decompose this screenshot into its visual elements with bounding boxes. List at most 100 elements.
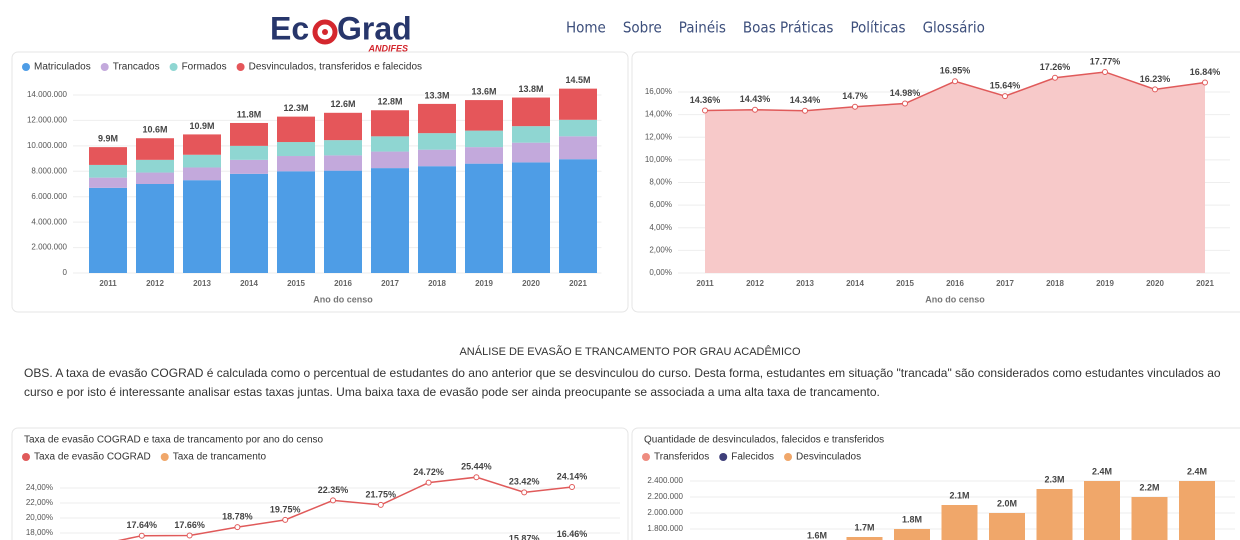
legend-swatch bbox=[22, 453, 30, 461]
y-tick-label: 12.000.000 bbox=[27, 116, 68, 125]
nav-link[interactable]: Boas Práticas bbox=[743, 19, 834, 37]
value-label: 19.75% bbox=[270, 504, 301, 514]
note: OBS. A taxa de evasão COGRAD é calculada… bbox=[24, 366, 1221, 399]
area bbox=[705, 71, 1205, 274]
section-title: ANÁLISE DE EVASÃO E TRANCAMENTO POR GRAU… bbox=[459, 345, 801, 358]
value-label: 1.5M bbox=[759, 538, 779, 540]
total-label: 14.5M bbox=[565, 75, 590, 85]
x-tick-label: 2021 bbox=[569, 279, 587, 288]
legend-label: Desvinculados, transferidos e falecidos bbox=[249, 62, 422, 73]
bar-segment bbox=[465, 163, 503, 273]
bar bbox=[1036, 489, 1073, 540]
x-tick-label: 2014 bbox=[846, 279, 864, 288]
total-label: 10.9M bbox=[189, 121, 214, 131]
legend-label: Desvinculados bbox=[796, 452, 861, 463]
nav-link[interactable]: Sobre bbox=[623, 19, 662, 37]
value-label: 14.36% bbox=[690, 95, 721, 105]
bar-segment bbox=[418, 133, 456, 150]
bar-segment bbox=[277, 156, 315, 172]
x-axis-title: Ano do censo bbox=[313, 294, 373, 304]
point bbox=[186, 532, 193, 539]
nav-link[interactable]: Políticas bbox=[850, 19, 905, 37]
bar bbox=[1179, 481, 1215, 540]
bar bbox=[1131, 497, 1168, 540]
point bbox=[377, 501, 384, 508]
point bbox=[425, 479, 432, 486]
chart-title: Taxa de evasão COGRAD e taxa de trancame… bbox=[24, 435, 324, 446]
total-label: 9.9M bbox=[98, 134, 118, 144]
total-label: 11.8M bbox=[237, 109, 262, 119]
value-label: 24.14% bbox=[557, 471, 588, 481]
x-tick-label: 2016 bbox=[334, 279, 352, 288]
y-tick-label: 20,00% bbox=[26, 513, 53, 522]
total-label: 13.6M bbox=[471, 86, 496, 96]
x-tick-label: 2015 bbox=[896, 279, 914, 288]
bar-segment bbox=[230, 145, 268, 160]
legend-swatch bbox=[22, 63, 30, 71]
total-label: 12.8M bbox=[377, 97, 402, 107]
bar-segment bbox=[89, 177, 127, 188]
legend-label: Taxa de evasão COGRAD bbox=[34, 452, 151, 463]
value-label: 16.95% bbox=[940, 66, 971, 76]
x-tick-label: 2015 bbox=[287, 279, 305, 288]
legend-label: Matriculados bbox=[34, 62, 91, 73]
y-tick-label: 22,00% bbox=[26, 498, 53, 507]
x-tick-label: 2016 bbox=[946, 279, 964, 288]
logo-sub: ANDIFES bbox=[367, 43, 408, 53]
x-tick-label: 2019 bbox=[1096, 279, 1114, 288]
bar-segment bbox=[559, 88, 597, 120]
bar bbox=[894, 529, 930, 540]
x-tick-label: 2012 bbox=[746, 279, 764, 288]
bar-segment bbox=[465, 147, 503, 164]
value-label: 16.84% bbox=[1190, 67, 1221, 77]
point bbox=[752, 106, 758, 113]
y-tick-label: 4,00% bbox=[649, 223, 672, 232]
bar-segment bbox=[136, 172, 174, 184]
legend-swatch bbox=[642, 453, 650, 461]
bar-segment bbox=[89, 164, 127, 178]
bar-segment bbox=[371, 151, 409, 169]
value-label: 25.44% bbox=[461, 462, 492, 472]
y-tick-label: 1.800.000 bbox=[647, 524, 683, 533]
point bbox=[138, 532, 145, 539]
bar-segment bbox=[418, 166, 456, 273]
y-tick-label: 18,00% bbox=[26, 528, 53, 537]
nav-link[interactable]: Painéis bbox=[679, 19, 726, 37]
value-label: 2.3M bbox=[1044, 474, 1064, 484]
bar-segment bbox=[559, 119, 597, 137]
legend-swatch bbox=[236, 63, 245, 71]
point bbox=[1052, 74, 1058, 81]
point bbox=[1152, 86, 1158, 93]
point bbox=[330, 497, 336, 504]
y-tick-label: 2.000.000 bbox=[31, 243, 67, 252]
value-label: 17.26% bbox=[1040, 62, 1071, 72]
value-label: 24.72% bbox=[413, 467, 444, 477]
value-label: 16.23% bbox=[1140, 74, 1171, 84]
nav-link[interactable]: Glossário bbox=[923, 19, 985, 37]
total-label: 13.8M bbox=[518, 84, 543, 94]
y-tick-label: 8.000.000 bbox=[31, 166, 67, 175]
nav-link[interactable]: Home bbox=[566, 19, 606, 37]
bar-segment bbox=[559, 159, 597, 273]
logo: Grad bbox=[337, 10, 412, 46]
value-label: 2.1M bbox=[949, 490, 969, 500]
x-tick-label: 2021 bbox=[1196, 279, 1214, 288]
legend-swatch bbox=[160, 453, 169, 461]
value-label: 15.87% bbox=[509, 533, 540, 540]
value-label: 17.77% bbox=[1090, 56, 1121, 66]
bar-segment bbox=[89, 187, 127, 273]
bar-segment bbox=[512, 126, 550, 143]
bar-segment bbox=[324, 155, 362, 171]
value-label: 17.64% bbox=[127, 520, 158, 530]
y-tick-label: 8,00% bbox=[649, 178, 672, 187]
bar-segment bbox=[183, 134, 221, 155]
point bbox=[902, 100, 908, 107]
bar-segment bbox=[230, 122, 268, 146]
bar-segment bbox=[277, 116, 315, 143]
bar-segment bbox=[136, 159, 174, 173]
y-tick-label: 2.400.000 bbox=[647, 476, 683, 485]
total-label: 12.3M bbox=[283, 103, 308, 113]
y-tick-label: 4.000.000 bbox=[31, 217, 67, 226]
